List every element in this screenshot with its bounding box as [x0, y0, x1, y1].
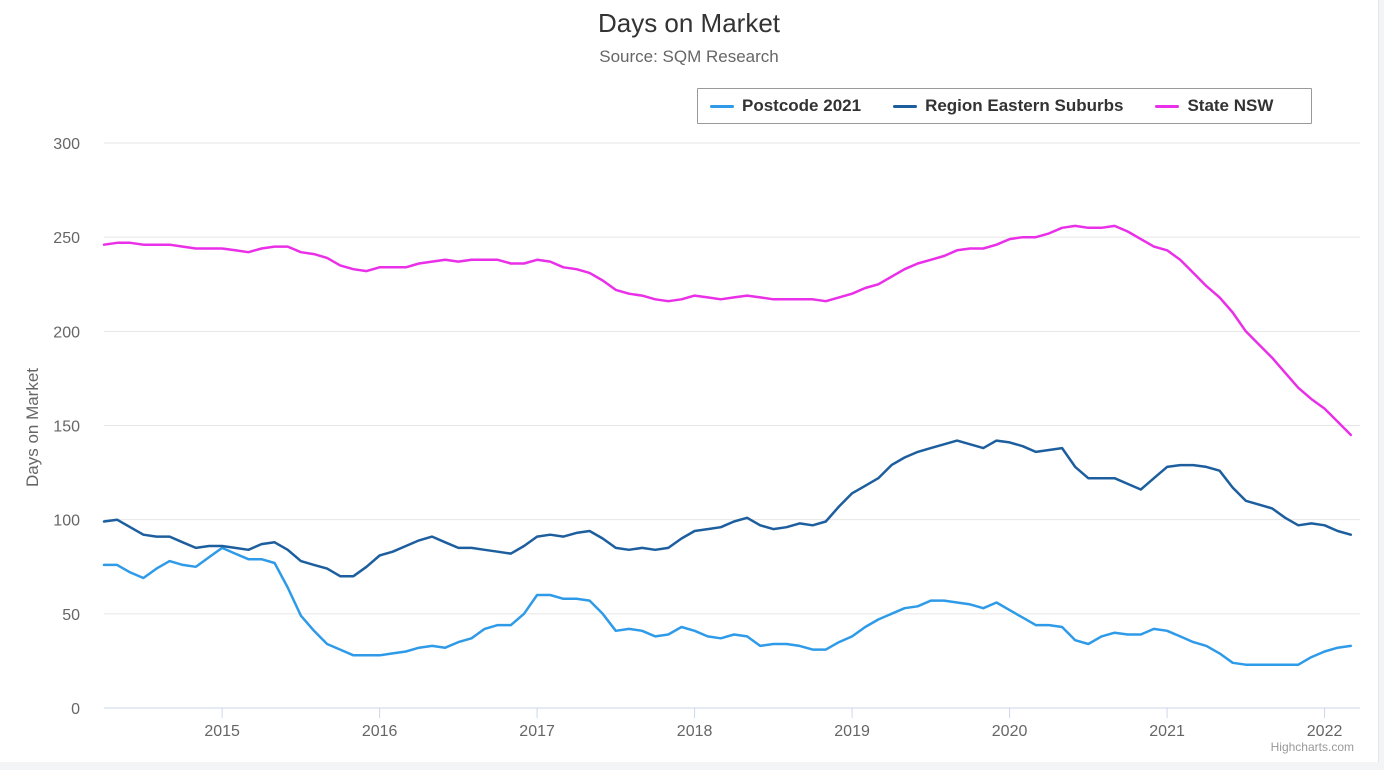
x-tick-label: 2016	[362, 723, 398, 740]
series-line-state-nsw	[104, 226, 1351, 435]
legend-swatch	[1155, 105, 1179, 108]
legend-swatch	[893, 105, 917, 108]
series-line-region-eastern-suburbs	[104, 441, 1351, 577]
highcharts-credit-link[interactable]: Highcharts.com	[1271, 740, 1354, 754]
y-tick-label: 50	[62, 607, 80, 624]
chart-container: Days on Market Source: SQM Research 0 50 1…	[0, 0, 1379, 762]
y-tick-label: 150	[53, 419, 80, 436]
y-tick-label: 100	[53, 513, 80, 530]
x-tick-label: 2022	[1307, 723, 1343, 740]
legend-item-state-nsw[interactable]: State NSW	[1155, 96, 1273, 116]
x-tick-label: 2017	[519, 723, 555, 740]
legend-swatch	[710, 105, 734, 108]
legend-label: Postcode 2021	[742, 96, 861, 116]
legend-item-region-eastern-suburbs[interactable]: Region Eastern Suburbs	[893, 96, 1123, 116]
x-tick-label: 2020	[992, 723, 1028, 740]
chart-legend: Postcode 2021 Region Eastern Suburbs Sta…	[697, 88, 1312, 124]
series-line-postcode-2021	[104, 548, 1351, 665]
legend-item-postcode-2021[interactable]: Postcode 2021	[710, 96, 861, 116]
x-tick-label: 2021	[1149, 723, 1185, 740]
y-tick-label: 200	[53, 324, 80, 341]
y-tick-label: 250	[53, 230, 80, 247]
y-tick-label: 300	[53, 136, 80, 153]
y-axis-title: Days on Market	[23, 368, 42, 487]
x-tick-label: 2019	[834, 723, 870, 740]
legend-label: Region Eastern Suburbs	[925, 96, 1123, 116]
y-tick-label: 0	[71, 701, 80, 718]
legend-label: State NSW	[1187, 96, 1273, 116]
x-tick-label: 2018	[677, 723, 713, 740]
x-tick-label: 2015	[204, 723, 240, 740]
